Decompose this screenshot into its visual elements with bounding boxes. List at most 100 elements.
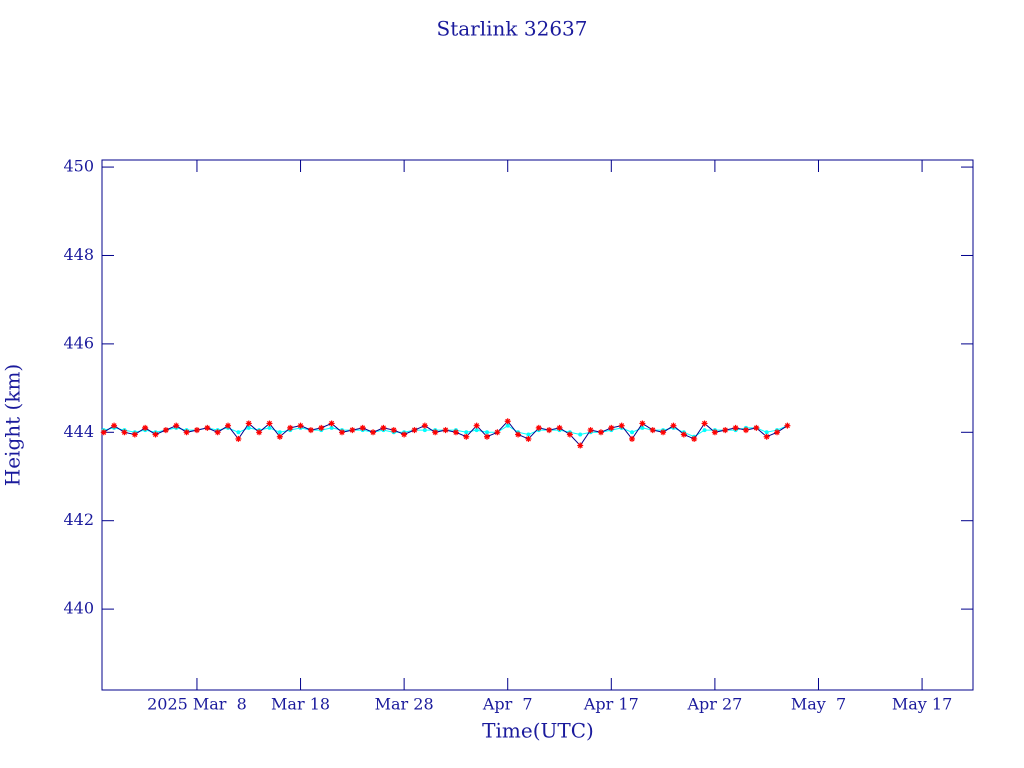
data-point [421,422,428,429]
y-tick-label: 446 [63,333,94,352]
data-point [515,431,522,438]
data-point [235,435,242,442]
data-point [464,430,469,435]
data-point [111,422,118,429]
data-point [245,420,252,427]
data-point [753,424,760,431]
data-point [225,422,232,429]
data-point [722,427,729,434]
data-point [432,429,439,436]
data-point [639,420,646,427]
data-point [525,435,532,442]
data-point [173,422,180,429]
data-point [505,423,510,428]
data-point [504,418,511,425]
data-point [587,427,594,434]
data-point [100,429,107,436]
data-point [246,425,251,430]
x-tick-label: Apr 27 [686,695,742,714]
x-tick-label: May 7 [791,695,846,714]
data-point [142,424,149,431]
y-tick-label: 440 [63,599,94,618]
data-point [742,427,749,434]
data-point [618,422,625,429]
data-point [774,429,781,436]
data-point [640,425,645,430]
data-point [380,424,387,431]
data-point [597,429,604,436]
y-tick-label: 450 [63,157,94,176]
data-point [670,422,677,429]
x-tick-label: Apr 7 [482,695,533,714]
data-point [578,432,583,437]
data-point [546,427,553,434]
data-point [318,424,325,431]
x-tick-label: Mar 28 [375,695,434,714]
data-point [629,435,636,442]
data-point [297,422,304,429]
data-point [359,424,366,431]
data-point [732,424,739,431]
data-point [702,428,707,433]
plot-frame [101,159,974,691]
data-point [556,424,563,431]
y-axis-label: Height (km) [1,364,25,486]
x-tick-label: Mar 18 [271,695,330,714]
data-point [473,422,480,429]
data-point [474,428,479,433]
data-point [328,420,335,427]
data-point [266,420,273,427]
data-point [193,427,200,434]
data-point [214,429,221,436]
data-point [267,425,272,430]
data-point [701,420,708,427]
data-point [649,427,656,434]
data-point [236,430,241,435]
data-point [277,430,282,435]
data-point [485,430,490,435]
x-tick-label: Apr 17 [583,695,639,714]
data-point [121,429,128,436]
data-point [526,432,531,437]
data-point [411,427,418,434]
data-point [422,428,427,433]
data-point [494,429,501,436]
data-point [764,430,769,435]
x-tick-label: 2025 Mar 8 [147,695,247,714]
data-point [566,431,573,438]
data-point [183,429,190,436]
x-tick-label: May 17 [892,695,952,714]
data-point [763,433,770,440]
data-point [401,431,408,438]
data-point [484,433,491,440]
data-point [680,431,687,438]
chart-title: Starlink 32637 [437,17,588,41]
data-point [276,433,283,440]
y-tick-label: 444 [63,422,94,441]
data-point [608,424,615,431]
data-point [307,427,314,434]
data-point [784,422,791,429]
data-point [535,424,542,431]
data-point [287,424,294,431]
data-point [630,430,635,435]
data-point [452,429,459,436]
y-tick-label: 448 [63,245,94,264]
data-point [442,427,449,434]
data-point [338,429,345,436]
data-point [329,425,334,430]
data-point [660,429,667,436]
data-point [463,433,470,440]
data-point [256,429,263,436]
data-point [131,431,138,438]
data-point [691,435,698,442]
data-point [370,429,377,436]
data-point [390,427,397,434]
data-point [152,431,159,438]
y-tick-label: 442 [63,510,94,529]
x-axis-label: Time(UTC) [482,719,594,743]
data-point [711,429,718,436]
data-point [204,424,211,431]
data-point [162,427,169,434]
